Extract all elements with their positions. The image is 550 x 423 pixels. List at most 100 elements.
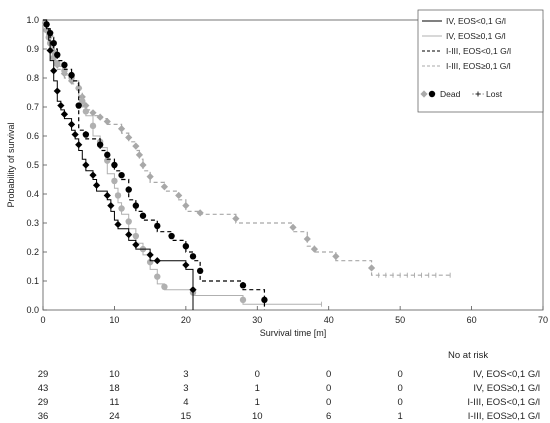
dead-marker xyxy=(114,220,122,229)
dead-marker xyxy=(125,231,133,239)
dead-marker xyxy=(168,232,175,240)
x-tick-label: 50 xyxy=(395,315,405,325)
legend-label: I-III, EOS≥0,1 G/l xyxy=(446,61,511,71)
x-tick-label: 30 xyxy=(252,315,262,325)
legend-box xyxy=(417,9,544,113)
x-tick-label: 0 xyxy=(40,315,45,325)
dead-marker xyxy=(53,87,61,95)
dead-marker xyxy=(239,296,247,304)
x-tick-label: 60 xyxy=(467,315,477,325)
dead-marker xyxy=(103,117,111,126)
y-axis-label: Probability of survival xyxy=(6,122,16,207)
dead-marker xyxy=(182,202,190,210)
dead-marker xyxy=(125,218,132,225)
dead-marker xyxy=(132,232,140,240)
y-tick-label: 0.5 xyxy=(26,160,39,170)
dead-marker xyxy=(82,131,90,138)
dead-marker xyxy=(154,273,161,280)
y-tick-label: 1.0 xyxy=(26,15,39,25)
dead-marker xyxy=(54,51,61,58)
dead-marker xyxy=(182,261,190,269)
dead-marker xyxy=(154,222,161,230)
dead-marker xyxy=(104,157,111,164)
dead-marker xyxy=(160,183,169,191)
y-tick-label: 0.9 xyxy=(26,44,39,54)
dead-marker xyxy=(125,186,132,193)
dead-marker xyxy=(111,161,118,169)
dead-marker xyxy=(67,120,76,128)
dead-marker xyxy=(232,215,240,223)
x-tick-label: 70 xyxy=(538,315,548,325)
x-axis-label: Survival time [m] xyxy=(260,328,327,338)
dead-marker xyxy=(57,101,65,110)
x-tick-label: 20 xyxy=(181,315,191,325)
dead-marker xyxy=(50,40,57,47)
dead-marker xyxy=(125,133,133,142)
dead-marker xyxy=(239,282,247,289)
dead-marker xyxy=(96,113,104,121)
y-tick-label: 0.1 xyxy=(26,276,39,286)
legend-dead-diamond-icon xyxy=(420,90,428,98)
series-line xyxy=(43,19,322,305)
dead-marker xyxy=(196,209,204,217)
dead-marker xyxy=(60,110,69,118)
dead-marker xyxy=(104,151,111,159)
dead-marker xyxy=(68,71,75,79)
y-tick-label: 0.6 xyxy=(26,131,39,141)
dead-marker xyxy=(71,130,79,139)
dead-marker xyxy=(61,61,68,69)
legend-label: I-III, EOS<0,1 G/l xyxy=(446,46,511,56)
dead-marker xyxy=(139,161,147,169)
dead-marker xyxy=(92,181,101,189)
dead-marker xyxy=(153,257,161,265)
dead-marker xyxy=(89,171,97,179)
dead-marker xyxy=(132,202,140,209)
dead-marker xyxy=(161,283,168,290)
y-tick-label: 0.0 xyxy=(26,305,39,315)
dead-marker xyxy=(189,253,197,260)
dead-marker xyxy=(132,241,140,249)
dead-marker xyxy=(118,205,125,212)
dead-marker xyxy=(114,192,122,199)
dead-marker xyxy=(82,108,90,115)
legend-label: IV, EOS<0,1 G/l xyxy=(446,16,506,26)
dead-marker xyxy=(75,141,83,149)
x-tick-label: 10 xyxy=(109,315,119,325)
dead-marker xyxy=(196,267,204,275)
dead-marker xyxy=(132,142,140,150)
dead-marker xyxy=(61,67,68,74)
series-line xyxy=(43,19,266,310)
y-tick-label: 0.3 xyxy=(26,218,39,228)
dead-marker xyxy=(46,46,54,55)
dead-marker xyxy=(103,191,111,200)
legend-lost-label: Lost xyxy=(486,89,503,99)
y-tick-label: 0.8 xyxy=(26,73,39,83)
dead-marker xyxy=(139,212,147,219)
dead-marker xyxy=(107,202,115,210)
dead-marker xyxy=(89,109,97,117)
dead-marker xyxy=(175,191,183,200)
legend-dead-label: Dead xyxy=(440,89,461,99)
x-tick-label: 40 xyxy=(324,315,334,325)
dead-marker xyxy=(146,173,154,181)
dead-marker xyxy=(289,223,297,231)
dead-marker xyxy=(310,245,319,253)
dead-marker xyxy=(46,29,54,37)
dead-marker xyxy=(182,243,190,250)
dead-marker xyxy=(146,251,154,259)
dead-marker xyxy=(89,122,97,130)
dead-marker xyxy=(135,151,144,159)
y-tick-label: 0.2 xyxy=(26,247,39,257)
dead-marker xyxy=(82,161,90,169)
dead-marker xyxy=(79,98,86,105)
legend-label: IV, EOS≥0,1 G/l xyxy=(446,31,506,41)
y-tick-label: 0.7 xyxy=(26,102,39,112)
dead-marker xyxy=(303,235,311,243)
dead-marker xyxy=(332,252,340,260)
dead-marker xyxy=(54,60,61,67)
dead-marker xyxy=(189,286,197,294)
legend-dead-circle-icon xyxy=(428,90,436,98)
dead-marker xyxy=(75,102,82,109)
dead-marker xyxy=(96,141,104,148)
